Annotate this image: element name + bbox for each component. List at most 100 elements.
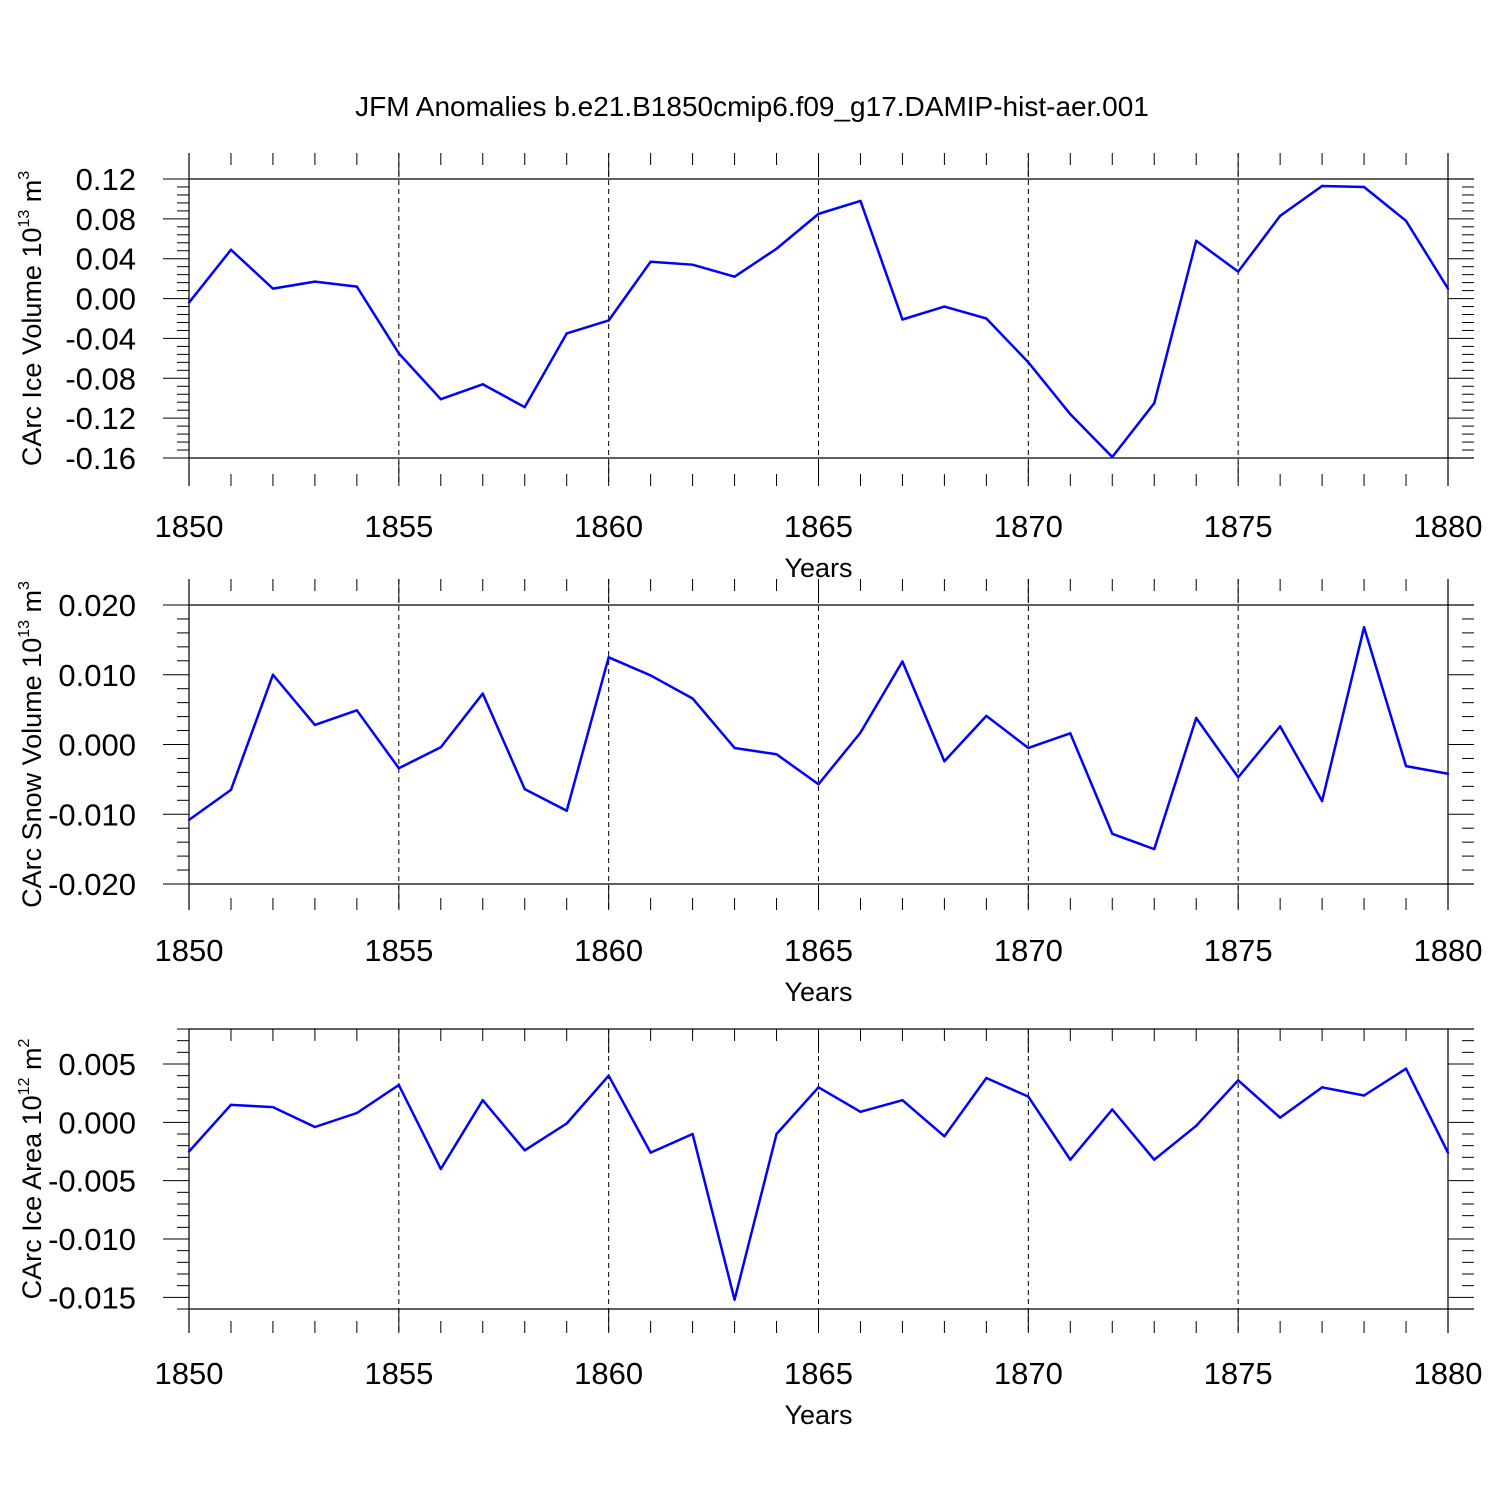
data-point (1320, 184, 1324, 188)
data-point (607, 656, 610, 659)
data-point (859, 199, 862, 203)
data-point (1027, 361, 1030, 364)
data-point (733, 1298, 736, 1301)
data-point (1195, 239, 1198, 242)
data-point (943, 305, 946, 308)
data-point (985, 317, 988, 320)
data-point (481, 1098, 484, 1102)
data-point (481, 692, 484, 695)
y-tick-label: 0.04 (76, 242, 136, 277)
data-point (439, 398, 442, 401)
x-tick-label: 1865 (784, 1356, 853, 1391)
data-point (1236, 776, 1240, 779)
data-point (859, 1110, 862, 1114)
data-point (775, 247, 778, 250)
y-axis-label-base: CArc Ice Area 10 (17, 1095, 47, 1299)
data-point (439, 746, 442, 749)
data-point (1446, 1151, 1450, 1154)
data-point (1236, 1079, 1240, 1082)
data-point (1027, 746, 1030, 750)
data-point (817, 783, 820, 786)
y-axis-label-exponent: 12 (16, 1077, 33, 1095)
data-point (817, 212, 820, 216)
chart-panel-1: 0.12 0.08 0.04 0.00 -0.04 -0.08 -0.12 -0.16 1850… (16, 153, 1482, 583)
y-tick-label: 0.12 (76, 162, 136, 197)
data-point (1362, 626, 1366, 629)
y-tick-label: -0.010 (48, 1222, 136, 1257)
data-point (1111, 1108, 1114, 1111)
data-point (859, 731, 862, 734)
y-tick-label: -0.16 (65, 441, 136, 476)
data-point (565, 332, 568, 335)
x-tick-label: 1880 (1414, 933, 1483, 968)
data-point (649, 1151, 652, 1154)
data-point (313, 1125, 317, 1129)
y-tick-label: -0.04 (65, 321, 136, 356)
y-axis-label-unit: m (17, 180, 47, 210)
data-point (481, 383, 484, 386)
data-point (1278, 725, 1282, 728)
x-tick-label: 1860 (574, 933, 643, 968)
x-axis-label: Years (784, 1400, 852, 1430)
data-point (229, 1103, 233, 1107)
x-tick-label: 1860 (574, 1356, 643, 1391)
data-point (1278, 214, 1282, 218)
x-tick-label: 1880 (1414, 1356, 1483, 1391)
data-point (1362, 185, 1366, 189)
y-axis-label-unit_exponent: 2 (16, 1039, 33, 1048)
x-tick-label: 1875 (1204, 933, 1273, 968)
data-point (691, 263, 694, 266)
data-point (691, 697, 694, 700)
x-axis-label: Years (784, 553, 852, 583)
x-tick-label: 1850 (155, 933, 224, 968)
data-point (1111, 455, 1114, 459)
data-point (1362, 1094, 1366, 1097)
data-point (985, 1076, 988, 1080)
y-axis-label-unit_exponent: 3 (16, 581, 33, 590)
chart-panels: 0.12 0.08 0.04 0.00 -0.04 -0.08 -0.12 -0.16 1850… (16, 153, 1482, 1430)
x-tick-label: 1870 (994, 933, 1063, 968)
y-tick-label: -0.08 (65, 361, 136, 396)
x-axis-label: Years (784, 977, 852, 1007)
x-tick-label: 1870 (994, 1356, 1063, 1391)
data-point (1195, 716, 1198, 720)
data-point (313, 723, 317, 727)
data-point (187, 301, 191, 304)
data-point (691, 1132, 694, 1136)
data-point (1320, 1086, 1324, 1089)
data-point (1111, 832, 1114, 835)
data-point (733, 746, 736, 750)
data-point (229, 788, 233, 792)
data-point (943, 760, 946, 763)
x-tick-label: 1850 (155, 1356, 224, 1391)
data-point (523, 1149, 526, 1152)
data-point (271, 1105, 275, 1109)
y-axis-label-unit: m (17, 1048, 47, 1078)
y-tick-label: -0.010 (48, 797, 136, 832)
data-point (775, 753, 778, 756)
data-point (523, 787, 526, 791)
x-tick-label: 1855 (364, 1356, 433, 1391)
x-tick-label: 1875 (1204, 509, 1273, 544)
y-tick-label: -0.12 (65, 401, 136, 436)
y-tick-label: -0.015 (48, 1280, 136, 1315)
data-point (775, 1132, 778, 1136)
y-tick-label: -0.020 (48, 867, 136, 902)
y-axis-label-exponent: 13 (16, 210, 33, 228)
y-axis-label-base: CArc Snow Volume 10 (17, 638, 47, 908)
data-point (271, 287, 275, 290)
y-axis-label: CArc Snow Volume 1013 m3 (16, 581, 47, 908)
data-point (439, 1167, 442, 1171)
y-tick-label: -0.005 (48, 1164, 136, 1199)
x-tick-label: 1865 (784, 933, 853, 968)
data-point (187, 818, 191, 822)
data-point (1404, 764, 1408, 768)
y-axis-label: CArc Ice Area 1012 m2 (16, 1039, 47, 1300)
data-point (565, 809, 568, 812)
x-tick-label: 1880 (1414, 509, 1483, 544)
y-axis-label-unit_exponent: 3 (16, 171, 33, 180)
data-point (229, 248, 233, 251)
chart-title: JFM Anomalies b.e21.B1850cmip6.f09_g17.D… (355, 91, 1149, 122)
y-tick-label: 0.00 (76, 282, 136, 317)
